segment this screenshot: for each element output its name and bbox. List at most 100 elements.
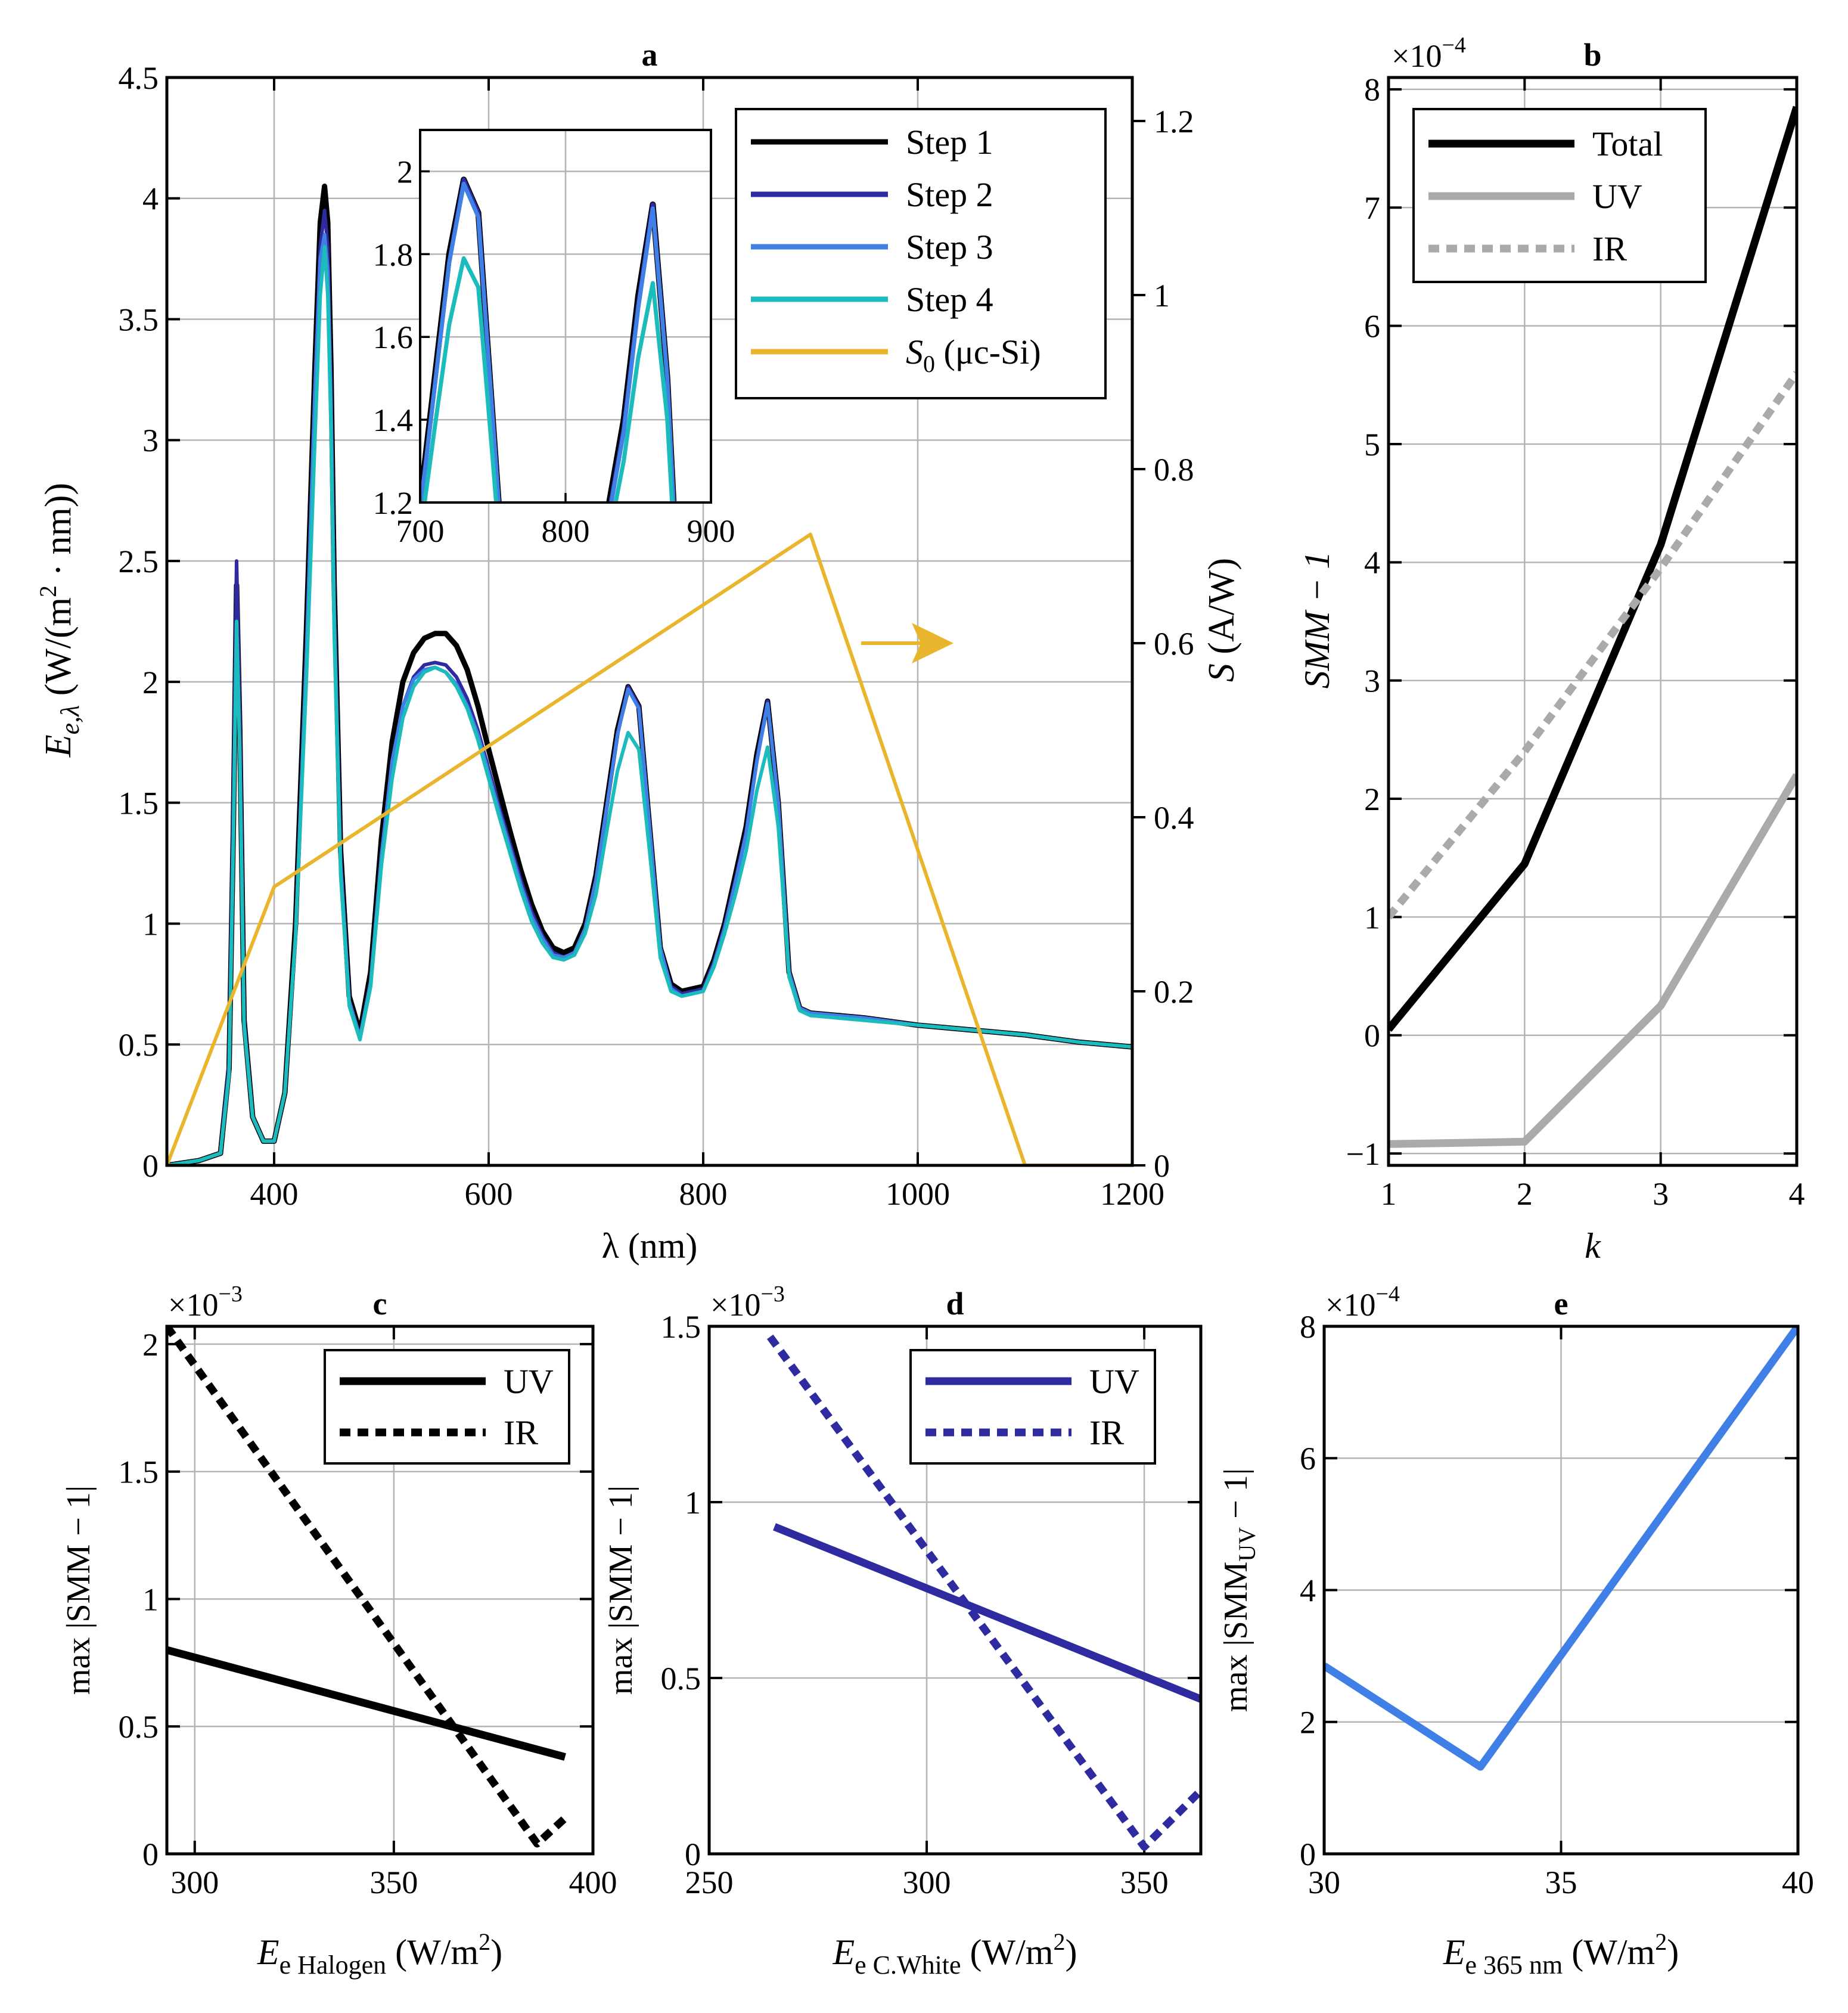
y-tick-label: 0 [142, 1837, 159, 1872]
y-tick-label: 0 [1300, 1837, 1316, 1872]
x-axis-label-superscript: 2 [1655, 1928, 1667, 1955]
y-tick-label: 5 [1364, 427, 1380, 463]
right-y-tick-label: 0.8 [1154, 452, 1194, 488]
legend-label-s0: S0 (μc-Si) [906, 333, 1041, 377]
y-tick-label: 0.5 [661, 1661, 701, 1696]
legend-box [909, 1349, 1156, 1465]
y-tick-label: 1 [142, 906, 159, 942]
s0-axis-arrow-head [912, 623, 953, 663]
x-tick-label: 3 [1653, 1176, 1669, 1212]
right-y-axis-label: S (A/W) [1201, 558, 1242, 682]
right-y-tick-label: 0 [1154, 1148, 1170, 1184]
y-tick-label: 0.5 [119, 1027, 159, 1063]
y-tick-label: 2 [1364, 781, 1380, 817]
panel-title-c: c [373, 1286, 387, 1322]
y-tick-label: 2.5 [119, 544, 159, 579]
inset-y-tick-label: 1.4 [373, 402, 414, 438]
y-axis-label: max |SMMUV − 1| [1217, 1468, 1260, 1712]
y-axis-label: Ee,λ (W/(m2 · nm)) [35, 483, 85, 758]
legend-label-ir: IR [504, 1413, 538, 1452]
legend-box [324, 1349, 570, 1465]
x-tick-label: 300 [903, 1865, 951, 1900]
axis-multiplier-exponent: −3 [760, 1282, 784, 1307]
legend-label-ir: IR [1089, 1413, 1124, 1452]
y-axis-label: SMM − 1 [1297, 551, 1337, 688]
right-y-axis-label-unit: (A/W) [1201, 558, 1242, 663]
y-axis-label-text: max |SMM − 1| [60, 1485, 97, 1695]
y-tick-label: 0 [1364, 1018, 1380, 1054]
legend-label-step-2: Step 2 [906, 175, 993, 214]
panel-title-b: b [1583, 37, 1601, 73]
y-axis-label: max |SMM − 1| [602, 1485, 639, 1695]
y-axis-label-text: max |SMM − 1| [602, 1485, 639, 1695]
x-tick-label: 1 [1381, 1176, 1397, 1212]
y-tick-label: 1.5 [119, 786, 159, 821]
x-axis-label-subscript: e 365 nm [1465, 1950, 1563, 1980]
x-tick-label: 4 [1789, 1176, 1805, 1212]
right-y-tick-label: 1 [1154, 278, 1170, 314]
x-axis-label-superscript: 2 [1054, 1928, 1066, 1955]
y-tick-label: 2 [142, 1327, 159, 1363]
series-line-step-4 [167, 244, 1132, 1165]
right-y-tick-label: 0.6 [1154, 626, 1194, 662]
x-tick-label: 2 [1517, 1176, 1533, 1212]
y-tick-label: 0 [142, 1148, 159, 1184]
x-axis-label-symbol: E [833, 1933, 855, 1972]
y-tick-label: 1 [1364, 900, 1380, 935]
y-tick-label: 1 [685, 1485, 701, 1521]
x-axis-label-unit: (W/m [386, 1933, 479, 1972]
x-tick-label: 1000 [886, 1176, 950, 1212]
inset-y-tick-label: 1.8 [373, 237, 414, 272]
y-axis-label-unit-tail: · nm)) [38, 483, 79, 585]
s0-response-line [167, 532, 1132, 1165]
x-axis-label: λ (nm) [602, 1226, 698, 1266]
panel-title-a: a [642, 37, 658, 73]
inset-border [419, 129, 712, 504]
y-tick-label: 6 [1364, 308, 1380, 344]
y-axis-label: max |SMM − 1| [60, 1485, 97, 1695]
axis-multiplier-base: ×10 [1325, 1287, 1375, 1323]
axis-multiplier-base: ×10 [710, 1287, 760, 1323]
legend-label-uv: UV [1089, 1362, 1139, 1401]
axis-multiplier-exponent: −4 [1442, 33, 1465, 58]
axes-border [165, 1325, 595, 1856]
y-axis-label-text: max |SMM [1217, 1562, 1254, 1712]
y-tick-label: −1 [1346, 1136, 1380, 1172]
y-tick-label: 4 [1300, 1572, 1316, 1608]
y-tick-label: 8 [1300, 1309, 1316, 1345]
y-axis-label-subscript: UV [1234, 1527, 1260, 1562]
series-line-ir [1389, 371, 1797, 920]
y-axis-label-tail: − 1| [1217, 1468, 1254, 1527]
x-axis-label: k [1585, 1226, 1601, 1266]
x-axis-label-unit-tail: ) [1066, 1933, 1077, 1972]
x-axis-label-symbol: E [257, 1933, 279, 1972]
legend-label-uv: UV [504, 1362, 554, 1401]
y-tick-label: 0.5 [119, 1709, 159, 1745]
axis-multiplier-exponent: −3 [218, 1282, 242, 1307]
y-tick-label: 3.5 [119, 302, 159, 337]
axes-border [1387, 76, 1799, 1167]
inset-x-tick-label: 900 [687, 513, 735, 549]
y-tick-label: 2 [142, 665, 159, 700]
panel-a: 400 600 800 1000 120000.511.522.533.544.500.… [35, 37, 1242, 1266]
x-axis-label-unit-tail: ) [490, 1933, 502, 1972]
legend-label-step-4: Step 4 [906, 280, 993, 319]
x-tick-label: 30 [1308, 1865, 1340, 1900]
axes-border [165, 76, 1134, 1167]
legend-label-uv: UV [1592, 177, 1642, 216]
y-tick-label: 8 [1364, 72, 1380, 108]
x-tick-label: 800 [679, 1176, 728, 1212]
x-tick-label: 600 [465, 1176, 513, 1212]
y-tick-label: 3 [1364, 663, 1380, 699]
x-tick-label: 350 [369, 1865, 418, 1900]
legend-label-s0-rest: (μc-Si) [935, 333, 1041, 371]
panel-b: 1 2 3 4 −1 0 1 2 3 4 5 6 7 8 b ×10−4 k SMM − 1 Total UV IR [1297, 33, 1805, 1266]
legend-label-total: Total [1592, 125, 1663, 163]
y-axis-label-superscript: 2 [35, 585, 61, 597]
right-y-tick-label: 1.2 [1154, 104, 1194, 139]
series-line-ir [766, 1334, 1201, 1851]
x-tick-label: 400 [250, 1176, 299, 1212]
x-axis-label: Ee Halogen (W/m2) [257, 1928, 502, 1980]
